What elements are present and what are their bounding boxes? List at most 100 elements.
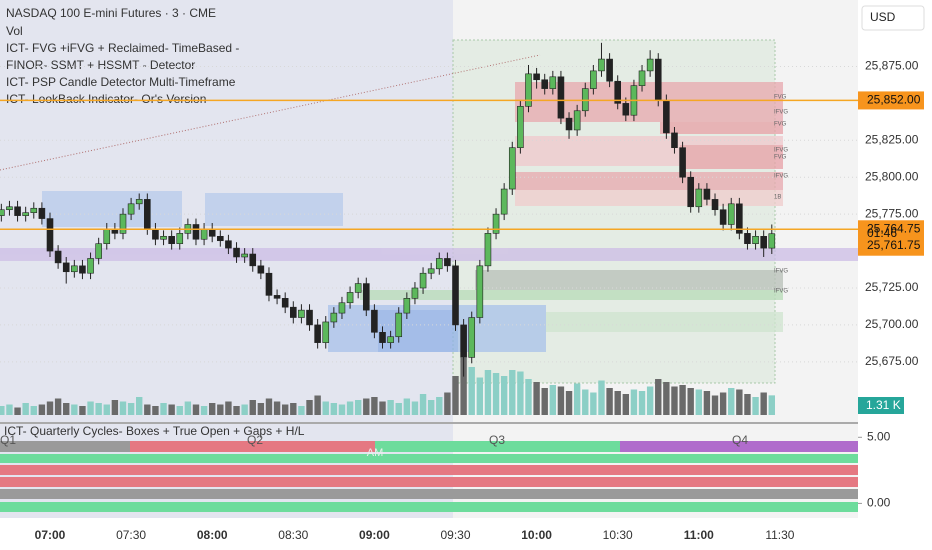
candle-body [192,224,200,240]
zone-label: FVG [774,122,787,128]
y-tick-label: 25,825.00 [865,132,919,146]
candle-body [492,213,500,234]
candle-body [225,240,232,249]
x-tick-label: 10:00 [521,528,552,542]
candle-body [760,235,767,249]
volume-bar [119,401,127,415]
volume-bar [646,386,654,415]
x-tick-label: 10:30 [603,528,633,542]
candle-body [646,58,654,72]
last-price-badge [858,235,924,256]
volume-bar [290,403,297,415]
candle-body [135,199,143,205]
volume-bar [46,401,54,415]
currency-button[interactable] [861,5,925,31]
volume-bar [468,367,475,415]
volume-bar [306,400,313,415]
pane-title: ICT- Quarterly Cycles- Boxes + True Open… [4,424,305,438]
candle-body [565,117,573,131]
volume-bar [492,373,500,415]
countdown: 01:46 [867,226,897,240]
quarter-row [0,477,858,487]
candle-body [168,235,175,244]
volume-bar [622,394,630,415]
candle-body [419,272,427,289]
volume-bar [533,382,540,415]
trend-line [0,54,541,171]
volume-bar [598,380,605,415]
x-tick-label: 11:00 [684,528,714,542]
price-label: 25,852.00 [867,93,921,107]
volume-bar [346,401,354,415]
candle-body [533,73,540,81]
zone-label: IFVG [774,269,788,275]
volume-bar [249,400,256,415]
price-label: 25,764.75 [867,221,921,235]
candle-body [176,233,184,244]
candle-body [687,176,694,208]
volume-bar [744,394,751,415]
volume-bar [14,407,21,415]
volume-bar [192,404,200,415]
y-tick-label: 25,875.00 [865,59,919,73]
candle-body [87,258,94,274]
candle-body [638,70,646,86]
candle-body [6,206,13,211]
candle-body [711,199,719,211]
volume-bar [768,395,775,415]
volume-bar [379,401,386,415]
volume-bar [257,403,265,415]
volume-bar [233,406,240,415]
currency[interactable]: USD [870,10,896,24]
volume-bar [525,379,532,415]
volume-bar [752,397,759,415]
candle-body [46,218,54,252]
quarter-row [0,454,858,463]
candle-body [460,324,467,358]
y-tick-label: 25,700.00 [865,317,919,331]
blue-box [205,193,343,226]
candle-body [517,106,524,148]
candle-body [444,258,451,267]
x-tick-label: 07:30 [116,528,146,542]
candle-body [103,228,111,244]
volume-label: 1.31 K [866,398,901,412]
candle-body [371,309,378,333]
candle-body [484,233,492,267]
volume-bar [298,406,305,415]
volume-bar [444,392,451,415]
volume-bar [517,371,524,415]
x-tick-label: 08:00 [197,528,228,542]
zone-label: FVG [774,155,787,161]
volume-bar [54,398,62,415]
purple-band [0,248,858,261]
candle-body [671,132,678,148]
quarter-row [620,441,858,452]
candle-body [427,268,435,274]
candle-body [281,298,289,308]
price-axis [858,0,932,550]
volume-bar [184,401,192,415]
volume-bar [127,403,135,415]
volume-bar [711,395,719,415]
candle-body [38,207,46,219]
volume-bar [500,376,508,415]
ifvg-zone [360,290,783,300]
pane-tick-label: 0.00 [867,496,891,510]
volume-bar [614,391,621,415]
zone-label: IFVG [774,148,788,154]
candle-body [314,324,321,343]
candle-body [22,212,29,216]
quarter-label: Q3 [489,433,505,447]
volume-bar [719,392,727,415]
last-price-label: 25,761.75 [867,238,921,252]
candle-body [249,253,257,267]
zone-label: IFVG [774,174,788,180]
pane-tick-label: 5.00 [867,429,891,443]
volume-bar [87,401,94,415]
volume-bar [111,400,119,415]
price-badge [858,91,924,110]
candle-body [541,79,549,89]
candle-body [62,262,70,273]
volume-bar [436,397,443,415]
